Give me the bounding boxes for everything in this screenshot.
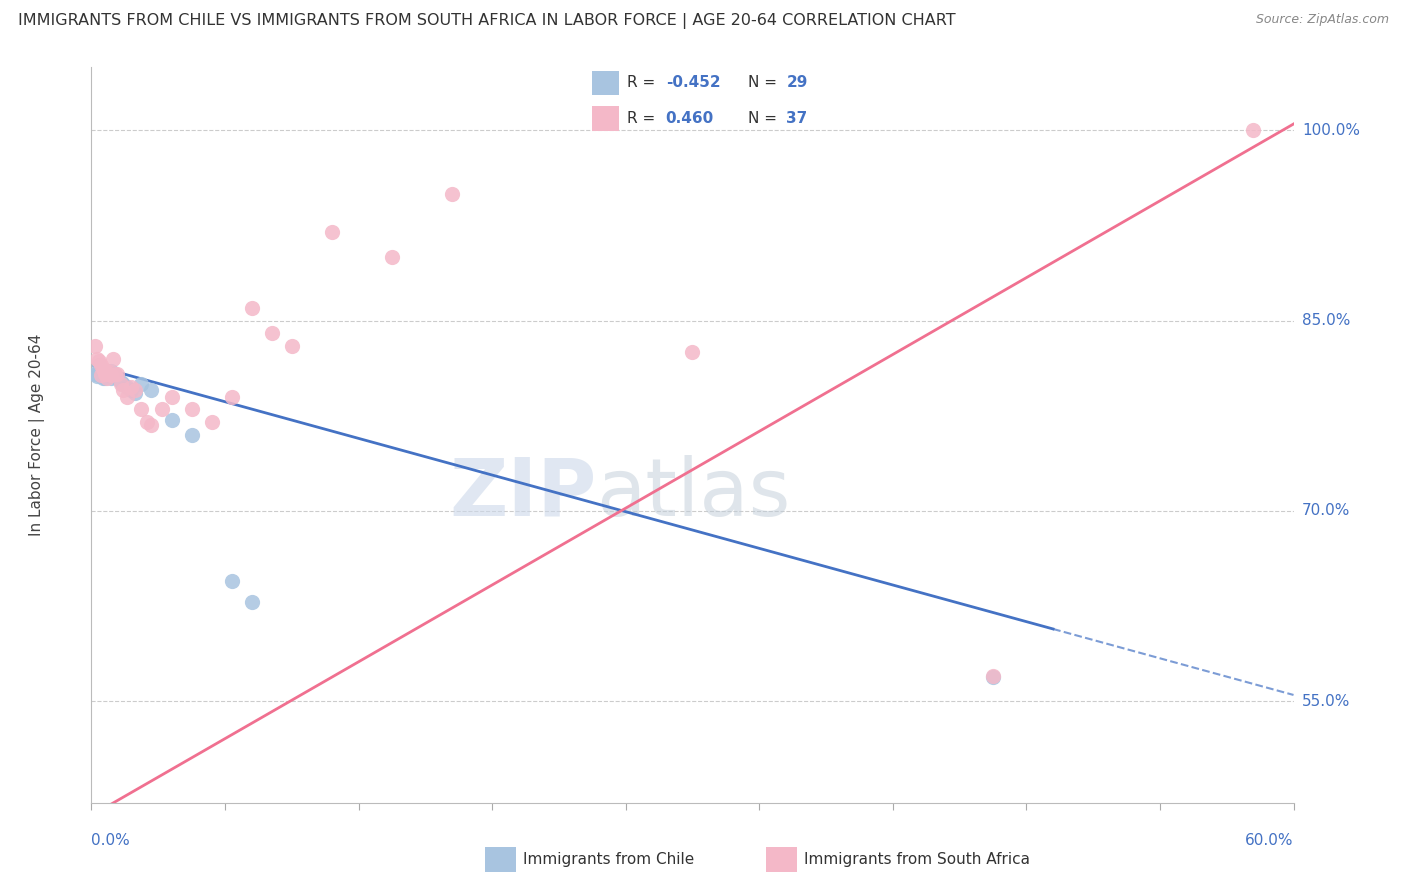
Point [981,670,1004,684]
Text: 70.0%: 70.0% [1302,503,1350,518]
Point [84,367,107,381]
Point [124,386,146,401]
Point [131,402,153,417]
Point [681,345,703,359]
Point [84,339,107,353]
Point [180,402,202,417]
Point [103,367,125,381]
Point [240,595,263,609]
Point [96,364,118,378]
Point [96,367,118,381]
Bar [592,70,619,95]
Point [100,364,122,378]
Point [93,370,115,384]
Point [89,358,111,372]
Point [281,339,304,353]
Point [180,428,202,442]
Text: 100.0%: 100.0% [1302,123,1360,138]
Point [150,402,173,417]
Point [124,384,146,398]
Text: 29: 29 [786,76,808,90]
Point [112,377,135,392]
Text: 0.460: 0.460 [666,111,714,126]
Point [96,370,118,384]
Text: 85.0%: 85.0% [1302,313,1350,328]
Point [89,354,111,368]
Point [121,379,143,393]
Text: R =: R = [627,76,661,90]
Point [89,364,111,378]
Point [110,375,132,389]
Text: R =: R = [627,111,661,126]
Point [94,364,117,378]
Bar [592,106,619,130]
Text: ZIP: ZIP [449,455,596,533]
Point [221,390,243,404]
Point [104,368,127,383]
Point [107,367,129,381]
Point [321,225,343,239]
Point [141,384,163,398]
Text: N =: N = [748,76,782,90]
Text: 37: 37 [786,111,807,126]
Point [104,367,127,381]
Point [440,186,463,201]
Text: 0.0%: 0.0% [91,833,131,848]
Point [110,377,132,392]
Point [201,415,224,429]
Text: IMMIGRANTS FROM CHILE VS IMMIGRANTS FROM SOUTH AFRICA IN LABOR FORCE | AGE 20-64: IMMIGRANTS FROM CHILE VS IMMIGRANTS FROM… [18,13,956,29]
Point [86,351,108,366]
Point [260,326,283,341]
Text: Immigrants from Chile: Immigrants from Chile [523,853,695,867]
Point [90,358,112,372]
Point [98,368,121,383]
Point [100,368,122,383]
Point [98,367,121,381]
Point [160,412,183,426]
Text: 55.0%: 55.0% [1302,694,1350,709]
Text: atlas: atlas [596,455,790,533]
Point [94,367,117,381]
Text: -0.452: -0.452 [666,76,720,90]
Point [240,301,263,315]
Point [112,384,135,398]
Text: N =: N = [748,111,782,126]
Point [381,250,404,264]
Text: Source: ZipAtlas.com: Source: ZipAtlas.com [1256,13,1389,27]
Text: In Labor Force | Age 20-64: In Labor Force | Age 20-64 [30,334,45,536]
Point [90,368,112,383]
Point [103,351,125,366]
Point [100,370,122,384]
Point [136,415,159,429]
Point [981,669,1004,683]
Point [90,362,112,376]
Point [1243,123,1265,137]
Point [117,379,139,393]
Point [107,370,129,384]
Point [221,574,243,588]
Point [93,362,115,376]
Point [96,364,118,378]
Point [93,367,115,381]
Text: 60.0%: 60.0% [1246,833,1294,848]
Point [121,384,143,398]
Point [160,390,183,404]
Point [94,370,117,384]
Text: Immigrants from South Africa: Immigrants from South Africa [804,853,1031,867]
Point [141,417,163,432]
Point [90,367,112,381]
Point [86,369,108,384]
Point [117,390,139,404]
Point [131,377,153,392]
